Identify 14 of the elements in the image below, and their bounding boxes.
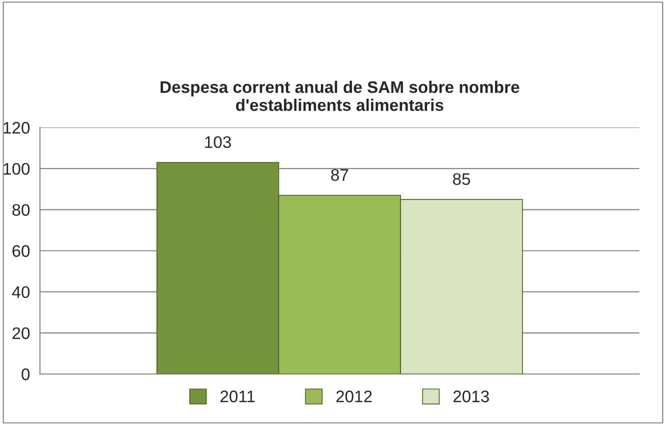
y-tick-label: 100 [4,162,30,175]
chart-title: Despesa corrent anual de SAM sobre nombre d'establiments alimentaris [160,80,520,111]
legend-label: 2011 [220,390,255,402]
y-tick-label: 40 [12,286,30,298]
y-tick-label: 80 [12,204,30,216]
data-label: 87 [331,169,348,181]
y-tick-label: 20 [12,327,30,340]
legend-label: 2012 [336,390,372,402]
y-tick-label: 0 [22,368,30,380]
data-label: 85 [452,173,470,185]
y-tick-label: 60 [12,245,30,257]
legend-label: 2013 [453,390,489,402]
y-tick-label: 120 [4,122,30,134]
data-label: 103 [205,136,231,148]
